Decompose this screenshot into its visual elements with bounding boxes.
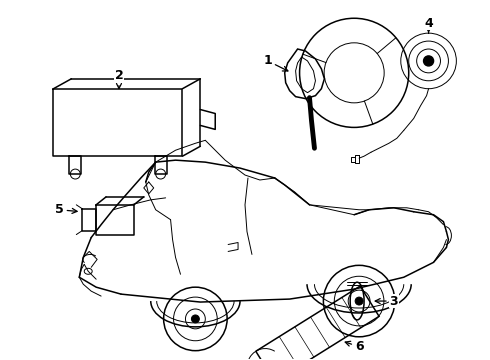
- Circle shape: [355, 297, 363, 305]
- Text: 4: 4: [424, 17, 433, 33]
- Text: 1: 1: [264, 54, 288, 71]
- Circle shape: [192, 315, 199, 323]
- Text: 6: 6: [345, 340, 364, 353]
- Circle shape: [424, 56, 434, 66]
- Text: 2: 2: [115, 69, 123, 89]
- Text: 3: 3: [375, 294, 398, 307]
- Text: 5: 5: [55, 203, 77, 216]
